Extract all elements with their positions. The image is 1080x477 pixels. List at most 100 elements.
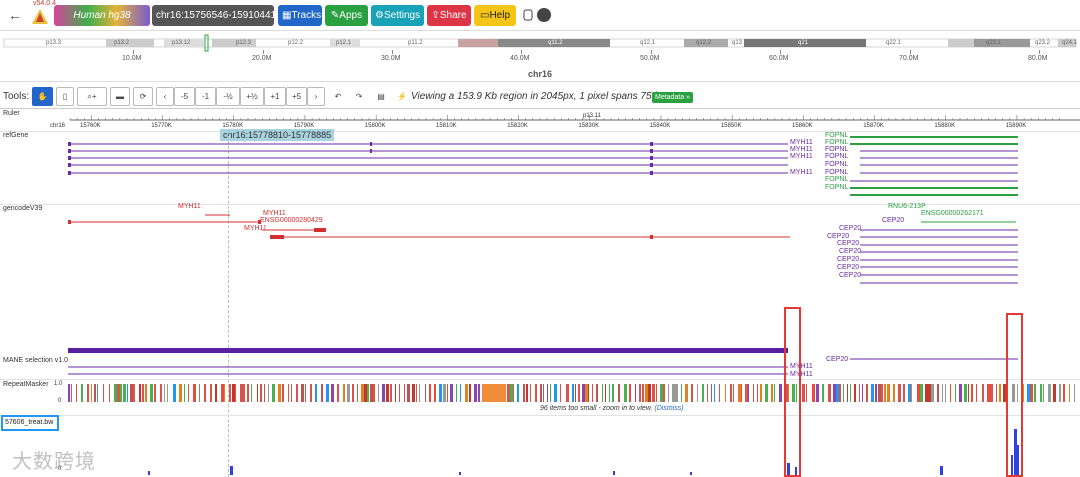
repeat-element — [210, 384, 212, 402]
bigwig-track-label[interactable]: 57606_treat.bw — [1, 415, 59, 431]
share-button[interactable]: ⇪Share — [427, 5, 471, 26]
zoom-out-1-button[interactable]: -1 — [195, 87, 216, 106]
gene-label[interactable]: MYH11 — [790, 146, 813, 153]
gene-label[interactable]: MYH11 — [178, 203, 201, 210]
repeat-element — [167, 384, 168, 402]
locus-button[interactable]: chr16:15756546-15910441 — [152, 5, 276, 26]
repeat-element — [235, 384, 236, 402]
gencode-track-label: gencodeV39 — [3, 205, 43, 212]
bigwig-track[interactable] — [0, 415, 1080, 477]
repeat-element — [585, 384, 588, 402]
gene-label[interactable]: FOPNL — [825, 169, 849, 176]
repeat-element — [378, 384, 379, 402]
zoom-in-5-button[interactable]: +5 — [286, 87, 307, 106]
undo-icon[interactable]: ↶ — [328, 87, 348, 106]
megabase-label: 80.0M — [1028, 55, 1048, 62]
list-icon[interactable]: ▤ — [372, 87, 390, 106]
repeat-element — [802, 384, 805, 402]
repeat-element — [540, 384, 542, 402]
apps-button[interactable]: ✎Apps — [325, 5, 368, 26]
repeat-element — [264, 384, 265, 402]
tracks-panel[interactable]: Ruler chr16 p13.11 15760K 15770K 15780K 157… — [0, 108, 1080, 477]
mane-track[interactable] — [0, 345, 1080, 379]
gene-label[interactable]: FOPNL — [825, 132, 849, 139]
refresh-icon[interactable]: ⟳ — [133, 87, 153, 106]
gene-label[interactable]: CEP20 — [826, 356, 849, 363]
zoom-in-half-button[interactable]: +½ — [240, 87, 264, 106]
gene-label[interactable]: MYH11 — [790, 169, 813, 176]
repeat-element — [760, 384, 762, 402]
repeat-element — [419, 384, 420, 402]
folder-icon[interactable]: ▬ — [110, 87, 130, 106]
gene-label[interactable]: MYH11 — [790, 371, 813, 378]
gene-label[interactable]: CEP20 — [839, 272, 862, 279]
gene-label[interactable]: CEP20 — [837, 240, 860, 247]
gene-label[interactable]: CEP20 — [839, 248, 862, 255]
gene-label[interactable]: MYH11 — [790, 153, 813, 160]
gencode-track[interactable] — [0, 204, 1080, 294]
repeat-element — [247, 384, 249, 402]
gene-label[interactable]: CEP20 — [839, 225, 862, 232]
genome-button[interactable]: Human hg38 — [54, 5, 150, 26]
gene-label[interactable]: FOPNL — [825, 139, 849, 146]
gene-label[interactable]: ENSG00000262171 — [921, 210, 984, 217]
back-arrow-icon[interactable]: ← — [8, 7, 22, 23]
repeat-element — [656, 384, 657, 402]
select-tool-button[interactable]: ▯ — [56, 87, 74, 106]
repeat-element — [572, 384, 574, 402]
repeat-element — [1003, 384, 1006, 402]
repeat-element — [859, 384, 860, 402]
repeat-element — [382, 384, 385, 402]
gene-label[interactable]: CEP20 — [837, 256, 860, 263]
gene-label[interactable]: MYH11 — [263, 210, 286, 217]
dismiss-link[interactable]: (Dismiss) — [654, 405, 684, 412]
zoom-out-half-button[interactable]: -½ — [216, 87, 240, 106]
megabase-label: 40.0M — [510, 55, 530, 62]
ruler-tick-label: 15820K — [507, 123, 528, 129]
pan-right-button[interactable]: › — [307, 87, 325, 106]
gene-label[interactable]: FOPNL — [825, 184, 849, 191]
repeat-element — [878, 384, 881, 402]
repeat-element — [526, 384, 528, 402]
repeat-element — [251, 384, 252, 402]
gene-label[interactable]: MYH11 — [790, 363, 813, 370]
gene-label[interactable]: FOPNL — [825, 161, 849, 168]
gene-label[interactable]: RNU6-213P — [888, 203, 926, 210]
repeat-element — [675, 384, 678, 402]
zoom-region-button[interactable]: ⌕+ — [77, 87, 107, 106]
repeatmasker-track[interactable] — [0, 381, 1080, 405]
redo-icon[interactable]: ↷ — [349, 87, 369, 106]
settings-button[interactable]: ⚙Settings — [371, 5, 424, 26]
zoom-out-5-button[interactable]: -5 — [174, 87, 195, 106]
metadata-button[interactable]: Metadata » — [652, 92, 694, 103]
repeat-element — [447, 384, 448, 402]
tracks-icon: ▦ — [282, 10, 292, 21]
band-label: p13.2 — [114, 40, 130, 46]
ruler-tick-label: 15890K — [1005, 123, 1027, 129]
chromosome-ideogram[interactable]: p13.3 p13.2 p13.12 p12.3 p12.2 p12.1 p11… — [0, 30, 1080, 82]
tracks-button[interactable]: ▦Tracks — [278, 5, 322, 26]
pan-left-button[interactable]: ‹ — [156, 87, 174, 106]
repeat-element — [945, 384, 946, 402]
gene-label[interactable]: MYH11 — [244, 225, 267, 232]
gene-label[interactable]: FOPNL — [825, 146, 849, 153]
gene-label[interactable]: CEP20 — [882, 217, 905, 224]
repeat-element — [618, 384, 620, 402]
refgene-track[interactable] — [0, 131, 1080, 203]
help-button[interactable]: ▭Help — [474, 5, 516, 26]
apps-label: Apps — [339, 10, 363, 21]
zoom-in-1-button[interactable]: +1 — [264, 87, 286, 106]
drag-tool-button[interactable]: ✋ — [32, 87, 53, 106]
repeat-element — [779, 384, 782, 402]
gene-label[interactable]: CEP20 — [827, 233, 850, 240]
gene-label[interactable]: CEP20 — [837, 264, 860, 271]
gene-label[interactable]: ENSG00000280429 — [260, 217, 323, 224]
repeat-element — [812, 384, 815, 402]
theme-toggle[interactable] — [523, 7, 553, 23]
gene-label[interactable]: FOPNL — [825, 153, 849, 160]
repeat-element — [771, 384, 773, 402]
gene-label[interactable]: FOPNL — [825, 176, 849, 183]
repeat-element — [964, 384, 967, 402]
gene-label[interactable]: MYH11 — [790, 139, 813, 146]
lightning-icon[interactable]: ⚡ — [395, 87, 409, 106]
